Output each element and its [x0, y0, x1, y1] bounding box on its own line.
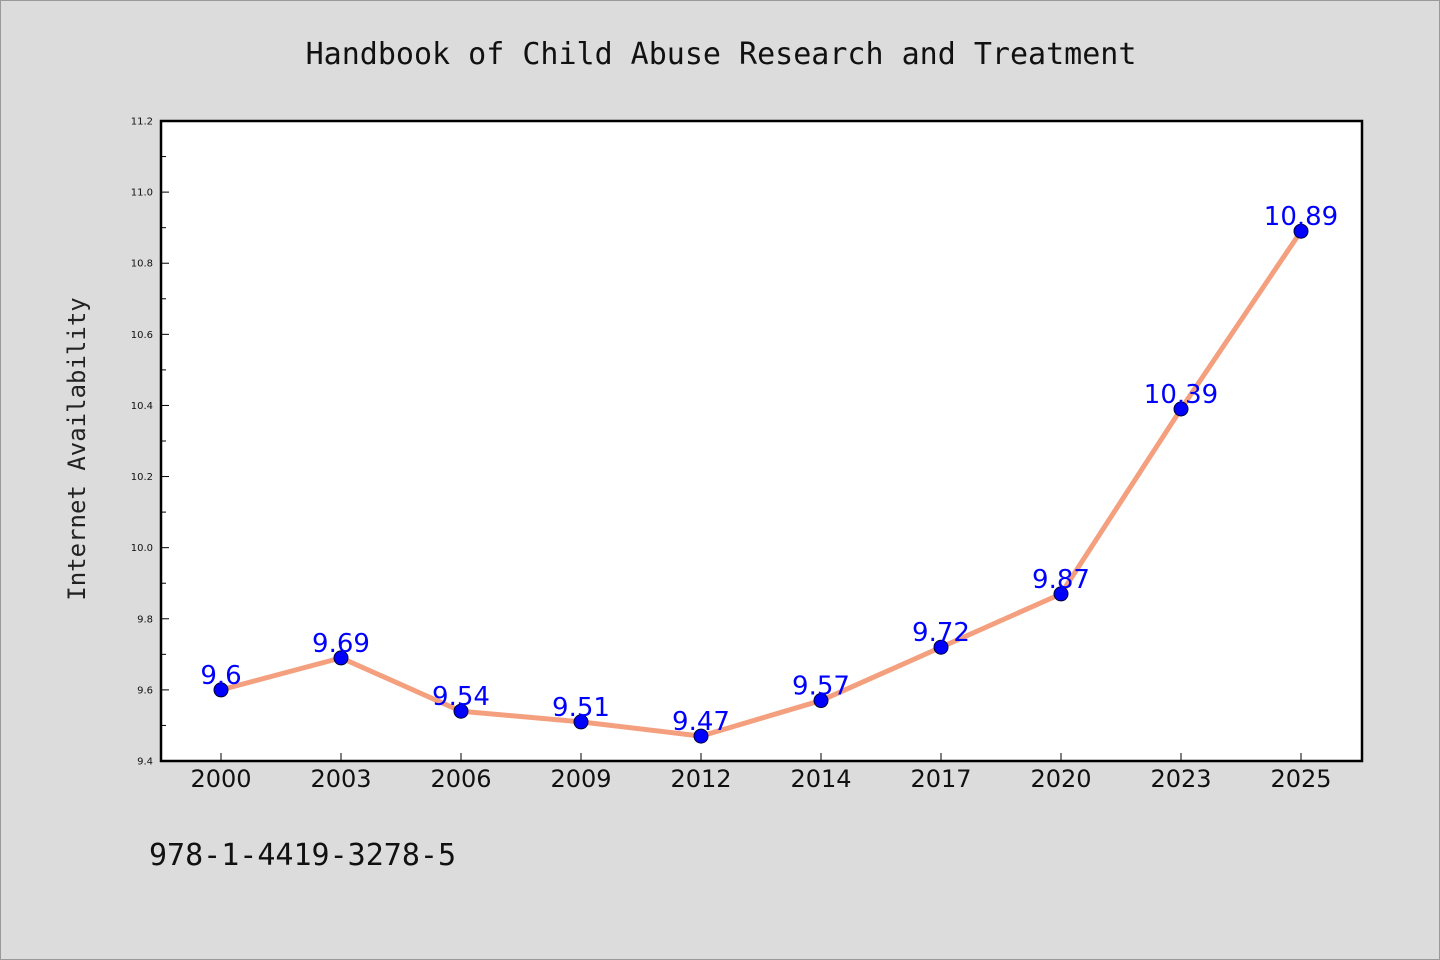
y-tick-label: 9.6: [137, 685, 153, 696]
data-label: 9.57: [792, 672, 850, 702]
x-tick-label: 2000: [190, 765, 251, 793]
x-tick-label: 2003: [310, 765, 371, 793]
x-tick-label: 2009: [550, 765, 611, 793]
y-axis-label: Internet Availability: [63, 297, 91, 600]
y-tick-label: 10.6: [131, 330, 153, 341]
data-point: [1173, 401, 1189, 417]
data-point: [813, 693, 829, 709]
isbn-text: 978-1-4419-3278-5: [149, 838, 456, 873]
chart-title: Handbook of Child Abuse Research and Tre…: [306, 37, 1137, 72]
x-tick-label: 2012: [670, 765, 731, 793]
data-point: [453, 703, 469, 719]
data-labels: 9.6 9.69 9.54 9.51 9.47 9.57 9.72 9.87 10.39 10.8…: [200, 202, 1338, 737]
x-tick-label: 2006: [430, 765, 491, 793]
y-tick-label: 10.2: [131, 472, 153, 483]
y-tick-label: 11.0: [131, 188, 153, 199]
data-point: [213, 682, 229, 698]
x-axis-ticks: 2000 2003 2006 2009 2012 2014 2017 2020 2023 2025: [190, 753, 1332, 793]
data-label: 9.54: [432, 682, 490, 712]
series-layer: [213, 223, 1309, 744]
y-tick-label: 9.8: [137, 614, 153, 625]
data-label: 10.39: [1144, 380, 1218, 410]
data-label: 9.6: [200, 661, 241, 691]
data-point: [933, 639, 949, 655]
y-tick-label: 10.0: [131, 543, 153, 554]
y-tick-label: 10.8: [131, 259, 153, 270]
data-point: [1293, 223, 1309, 239]
x-tick-label: 2025: [1270, 765, 1331, 793]
y-tick-label: 10.4: [131, 401, 153, 412]
x-tick-label: 2014: [790, 765, 851, 793]
y-tick-label: 11.2: [131, 117, 153, 128]
data-label: 9.87: [1032, 565, 1090, 595]
x-tick-label: 2017: [910, 765, 971, 793]
data-point: [1053, 586, 1069, 602]
data-label: 9.72: [912, 618, 970, 648]
data-point: [693, 728, 709, 744]
data-label: 9.47: [672, 707, 730, 737]
data-point: [333, 650, 349, 666]
data-label: 9.51: [552, 693, 610, 723]
y-axis-ticks: 9.4 9.6 9.8 10.0 10.2 10.4 10.6 10.8 11.0 11.2: [131, 117, 169, 768]
series-line: [218, 228, 1304, 739]
data-label: 10.89: [1264, 202, 1338, 232]
x-tick-label: 2023: [1150, 765, 1211, 793]
y-tick-label: 9.4: [137, 757, 153, 768]
data-point: [573, 714, 589, 730]
x-tick-label: 2020: [1030, 765, 1091, 793]
data-label: 9.69: [312, 629, 370, 659]
